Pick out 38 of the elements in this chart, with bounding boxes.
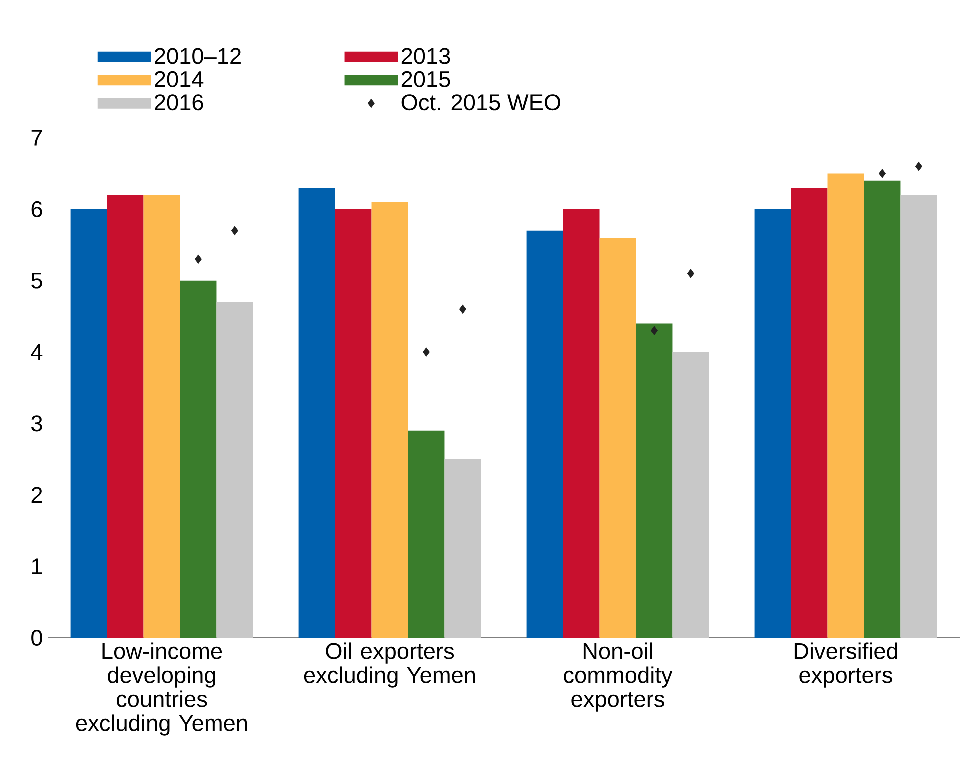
bar — [70, 209, 108, 638]
legend-label: 2010–12 — [155, 48, 241, 64]
bar — [563, 209, 600, 638]
bar — [754, 209, 792, 638]
bar — [600, 238, 636, 638]
bar — [444, 459, 482, 638]
legend-label: 2016 — [155, 94, 204, 111]
bar — [791, 188, 828, 638]
y-tick-label: 0 — [32, 630, 42, 646]
bar — [144, 195, 180, 638]
bar — [408, 430, 445, 638]
y-tick-label: 5 — [32, 272, 42, 289]
x-tick-label: Diversified exporters — [794, 642, 898, 688]
bar — [636, 324, 673, 638]
bar — [864, 180, 901, 638]
bar — [828, 174, 864, 638]
bar — [180, 280, 217, 638]
x-tick-label: Non-oil commodity exporters — [564, 642, 673, 712]
bar — [298, 188, 336, 638]
bar — [216, 302, 254, 638]
y-tick-label: 6 — [32, 201, 42, 218]
legend-label: 2015 — [402, 71, 450, 88]
bar — [107, 195, 144, 638]
legend-label: 2014 — [155, 71, 204, 88]
x-tick-label: Low-income developing countries excluding Yemen — [76, 642, 248, 736]
bar — [335, 209, 372, 638]
x-tick-label: Oil exporters excluding Yemen — [304, 642, 476, 688]
bar — [372, 202, 408, 638]
bar — [672, 352, 710, 638]
y-tick-label: 1 — [32, 558, 42, 574]
y-tick-label: 4 — [31, 344, 43, 360]
legend-label: 2013 — [402, 48, 450, 64]
y-tick-label: 7 — [32, 130, 42, 146]
bar — [900, 195, 938, 638]
bar — [526, 230, 564, 638]
y-tick-label: 3 — [32, 416, 42, 432]
y-tick-label: 2 — [32, 487, 42, 504]
legend-label: Oct. 2015 WEO — [402, 94, 561, 111]
